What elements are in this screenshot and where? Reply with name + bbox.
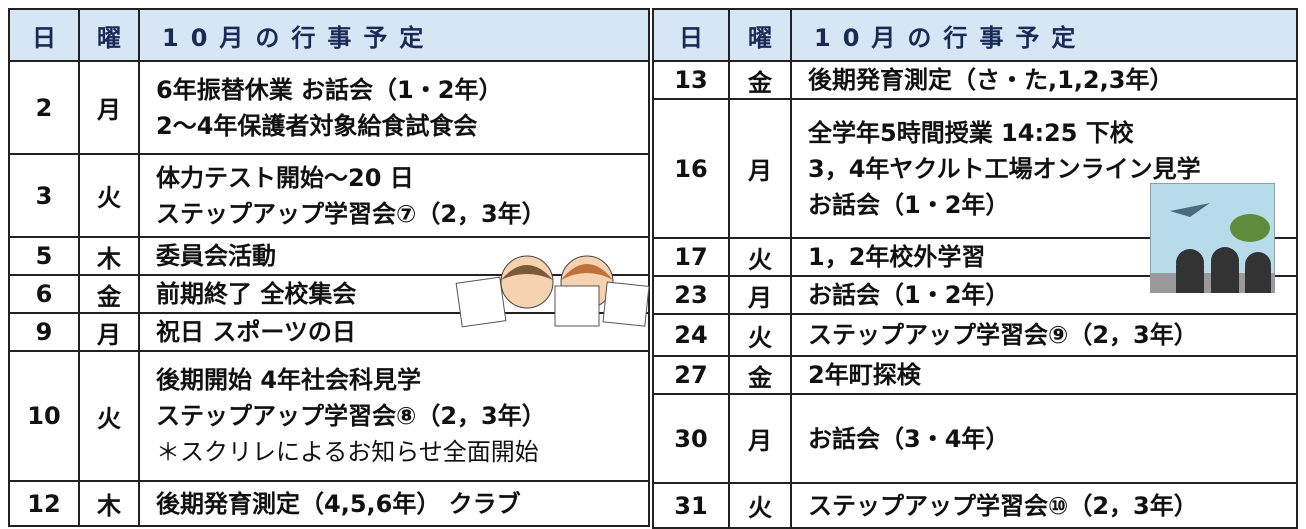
aquarium-illustration <box>1150 183 1275 293</box>
day-cell: 24 <box>652 313 730 357</box>
events-cell: ステップアップ学習会⑨（2，3年） <box>790 313 1298 357</box>
title-header: 10月の行事予定 <box>138 8 650 62</box>
weekday-cell: 月 <box>78 312 140 352</box>
event-text: 後期発育測定（さ・た,1,2,3年） <box>808 66 1174 94</box>
events-cell: 2年町探検 <box>790 355 1298 395</box>
day-header: 日 <box>8 8 80 62</box>
weekday-cell: 月 <box>728 393 792 484</box>
event-text: お話会（1・2年） <box>808 281 1010 309</box>
weekday-cell: 火 <box>78 350 140 482</box>
day-cell: 5 <box>8 236 80 276</box>
event-text: 体力テスト開始～20 日 <box>156 163 414 192</box>
schedule-row: 31 火ステップアップ学習会⑩（2，3年） <box>652 482 1298 529</box>
event-text: ＊スクリレによるお知らせ全面開始 <box>156 438 539 466</box>
day-cell: 30 <box>652 393 730 484</box>
weekday-cell: 火 <box>728 237 792 277</box>
weekday-cell: 金 <box>78 274 140 314</box>
weekday-cell: 月 <box>728 275 792 315</box>
event-text: お話会（3・4年） <box>808 424 1010 453</box>
event-text: 後期発育測定（4,5,6年） クラブ <box>156 489 521 518</box>
weekday-cell: 月 <box>78 60 140 155</box>
schedule-table: 日曜 10月の行事予定 13 金後期発育測定（さ・た,1,2,3年） 16 月全学年5時間… <box>652 8 1298 529</box>
event-text: 2～4年保護者対象給食試食会 <box>156 111 478 140</box>
event-text: 全学年5時間授業 14:25 下校 <box>808 118 1134 147</box>
event-text: ステップアップ学習会⑦（2，3年） <box>156 199 546 228</box>
weekday-cell: 火 <box>728 482 792 529</box>
event-text: お話会（1・2年） <box>808 190 1010 219</box>
day-header: 日 <box>652 8 730 62</box>
event-text: ステップアップ学習会⑧（2，3年） <box>156 402 546 430</box>
day-cell: 10 <box>8 350 80 482</box>
schedule-row: 27 金 2年町探検 <box>652 355 1298 395</box>
weekday-cell: 木 <box>78 480 140 527</box>
day-cell: 6 <box>8 274 80 314</box>
schedule-row: 2 月 6年振替休業 お話会（1・2年） 2～4年保護者対象給食試食会 <box>8 60 650 155</box>
events-cell: 後期発育測定（4,5,6年） クラブ <box>138 480 650 527</box>
event-text: 委員会活動 <box>156 242 276 270</box>
day-cell: 13 <box>652 60 730 100</box>
weekday-cell: 火 <box>728 313 792 357</box>
event-text: 前期終了 全校集会 <box>156 280 357 308</box>
event-text: 3，4年ヤクルト工場オンライン見学 <box>808 154 1201 183</box>
event-text: 後期開始 4年社会科見学 <box>156 366 422 394</box>
event-text: ステップアップ学習会⑩（2，3年） <box>808 491 1198 520</box>
weekday-cell: 月 <box>728 98 792 239</box>
event-text: 2年町探検 <box>808 361 921 389</box>
schedule-row: 24 火ステップアップ学習会⑨（2，3年） <box>652 313 1298 357</box>
schedule-row: 13 金後期発育測定（さ・た,1,2,3年） <box>652 60 1298 100</box>
weekday-cell: 火 <box>78 153 140 238</box>
events-cell: 体力テスト開始～20 日ステップアップ学習会⑦（2，3年） <box>138 153 650 238</box>
schedule-row: 16 月全学年5時間授業 14:25 下校 3，4年ヤクルト工場オンライン見学 お話会… <box>652 98 1298 239</box>
day-cell: 2 <box>8 60 80 155</box>
events-cell: お話会（3・4年） <box>790 393 1298 484</box>
day-cell: 23 <box>652 275 730 315</box>
event-text: ステップアップ学習会⑨（2，3年） <box>808 321 1198 349</box>
title-header: 10月の行事予定 <box>790 8 1298 62</box>
day-cell: 3 <box>8 153 80 238</box>
day-cell: 16 <box>652 98 730 239</box>
day-cell: 31 <box>652 482 730 529</box>
day-cell: 17 <box>652 237 730 277</box>
events-cell: 後期開始 4年社会科見学ステップアップ学習会⑧（2，3年） ＊スクリレによるお知ら… <box>138 350 650 482</box>
event-text: 6年振替休業 お話会（1・2年） <box>156 75 503 104</box>
events-cell: 後期発育測定（さ・た,1,2,3年） <box>790 60 1298 100</box>
weekday-cell: 木 <box>78 236 140 276</box>
events-cell: 6年振替休業 お話会（1・2年） 2～4年保護者対象給食試食会 <box>138 60 650 155</box>
event-text: 1，2年校外学習 <box>808 243 986 271</box>
day-cell: 9 <box>8 312 80 352</box>
header-row: 日曜 10月の行事予定 <box>652 8 1298 62</box>
children-illustration <box>455 255 650 328</box>
weekday-header: 曜 <box>728 8 792 62</box>
schedule-row: 9 月祝日 スポーツの日 <box>8 312 650 352</box>
schedule-row: 10 火後期開始 4年社会科見学ステップアップ学習会⑧（2，3年） ＊スクリレによる… <box>8 350 650 482</box>
weekday-cell: 金 <box>728 60 792 100</box>
header-row: 日曜 10月の行事予定 <box>8 8 650 62</box>
schedule-row: 12 木後期発育測定（4,5,6年） クラブ <box>8 480 650 527</box>
schedule-row: 30 月お話会（3・4年） <box>652 393 1298 484</box>
weekday-header: 曜 <box>78 8 140 62</box>
weekday-cell: 金 <box>728 355 792 395</box>
event-text: 祝日 スポーツの日 <box>156 318 356 346</box>
schedule-row: 3 火体力テスト開始～20 日ステップアップ学習会⑦（2，3年） <box>8 153 650 238</box>
day-cell: 27 <box>652 355 730 395</box>
page: {"left_table": { "header": ["日", "曜", "1… <box>8 8 1298 529</box>
events-cell: ステップアップ学習会⑩（2，3年） <box>790 482 1298 529</box>
day-cell: 12 <box>8 480 80 527</box>
